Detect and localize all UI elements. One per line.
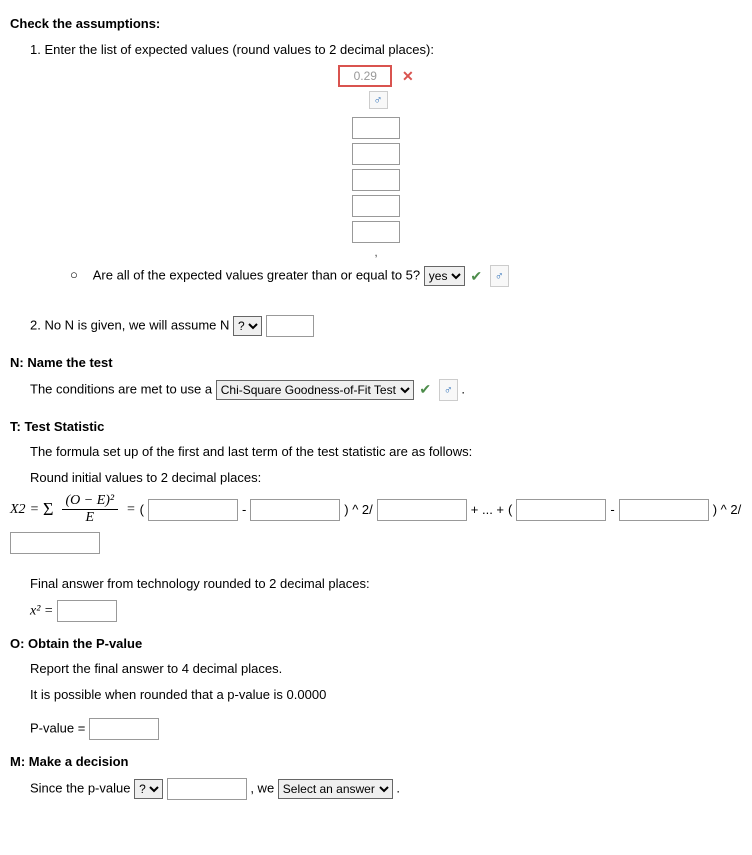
greater-than-5-select[interactable]: yes <box>424 266 465 286</box>
test-name-select[interactable]: Chi-Square Goodness-of-Fit Test <box>216 380 414 400</box>
open-paren-2: ( <box>508 502 512 517</box>
bullet-icon: ○ <box>70 267 78 282</box>
check-icon: ✔ <box>470 268 482 284</box>
pvalue-label: P-value = <box>30 720 85 735</box>
expected-value-2[interactable] <box>352 143 400 165</box>
final-answer-line: Final answer from technology rounded to … <box>30 574 742 594</box>
since-input[interactable] <box>167 778 247 800</box>
check-assumptions-heading: Check the assumptions: <box>10 14 742 34</box>
enter-expected-line: 1. Enter the list of expected values (ro… <box>30 40 742 60</box>
period: . <box>396 780 400 795</box>
term1-e-input[interactable] <box>250 499 340 521</box>
x-squared-input[interactable] <box>57 600 117 622</box>
close-sq-slash-2: ) ^ 2/ <box>713 502 742 517</box>
plus-dots-plus: + ... + <box>471 502 504 517</box>
make-decision-heading: M: Make a decision <box>10 752 742 772</box>
expected-values-block: ✕ ♂ , <box>10 65 742 259</box>
since-pvalue-text: Since the p-value <box>30 780 130 795</box>
since-select[interactable]: ? <box>134 779 163 799</box>
close-icon[interactable]: ✕ <box>402 68 414 84</box>
sigma-icon: Σ <box>43 499 53 520</box>
conditions-met-prefix: The conditions are met to use a <box>30 381 212 396</box>
period: . <box>461 381 465 396</box>
expected-value-1[interactable] <box>352 117 400 139</box>
assume-n-select[interactable]: ? <box>233 316 262 336</box>
obtain-pvalue-heading: O: Obtain the P-value <box>10 634 742 654</box>
expected-value-4[interactable] <box>352 195 400 217</box>
retry-icon[interactable]: ♂ <box>439 379 458 401</box>
decision-select[interactable]: Select an answer <box>278 779 393 799</box>
pvalue-input-line: P-value = <box>30 718 742 740</box>
expected-value-0[interactable] <box>338 65 392 87</box>
termn-e-input[interactable] <box>619 499 709 521</box>
assume-n-line: 2. No N is given, we will assume N ? <box>30 315 742 337</box>
fraction: (O − E)² E <box>62 493 119 526</box>
term1-o-input[interactable] <box>148 499 238 521</box>
last-div-row <box>10 532 742 554</box>
round-initial-line: Round initial values to 2 decimal places… <box>30 468 742 488</box>
comma-separator: , <box>10 245 742 259</box>
since-pvalue-line: Since the p-value ? , we Select an answe… <box>30 778 742 800</box>
expected-value-5[interactable] <box>352 221 400 243</box>
fraction-denominator: E <box>82 510 99 526</box>
formula-row: X2 = Σ (O − E)² E = ( - ) ^ 2/ + ... + (… <box>10 493 742 526</box>
assume-n-prefix: 2. No N is given, we will assume N <box>30 317 229 332</box>
retry-icon[interactable]: ♂ <box>490 265 509 287</box>
assume-n-input[interactable] <box>266 315 314 337</box>
name-test-heading: N: Name the test <box>10 353 742 373</box>
fraction-numerator: (O − E)² <box>62 493 119 510</box>
termn-div-input[interactable] <box>10 532 100 554</box>
formula-setup-line: The formula set up of the first and last… <box>30 442 742 462</box>
pvalue-zero-line: It is possible when rounded that a p-val… <box>30 685 742 705</box>
equals-1: = <box>30 502 39 518</box>
conditions-met-line: The conditions are met to use a Chi-Squa… <box>30 379 742 401</box>
pvalue-input[interactable] <box>89 718 159 740</box>
we-text: , we <box>250 780 274 795</box>
x-sq-eq: x² = <box>30 603 53 618</box>
greater-than-5-text: Are all of the expected values greater t… <box>93 267 420 282</box>
x2-label: X2 <box>10 502 26 518</box>
equals-2: = <box>126 502 135 518</box>
test-statistic-heading: T: Test Statistic <box>10 417 742 437</box>
check-icon: ✔ <box>419 381 431 397</box>
open-paren-1: ( <box>140 502 144 517</box>
term1-div-input[interactable] <box>377 499 467 521</box>
termn-o-input[interactable] <box>516 499 606 521</box>
expected-value-3[interactable] <box>352 169 400 191</box>
retry-icon[interactable]: ♂ <box>369 91 388 109</box>
x-squared-line: x² = <box>30 600 742 622</box>
close-sq-slash-1: ) ^ 2/ <box>344 502 373 517</box>
greater-than-5-line: ○ Are all of the expected values greater… <box>70 265 742 287</box>
report-4dec-line: Report the final answer to 4 decimal pla… <box>30 659 742 679</box>
